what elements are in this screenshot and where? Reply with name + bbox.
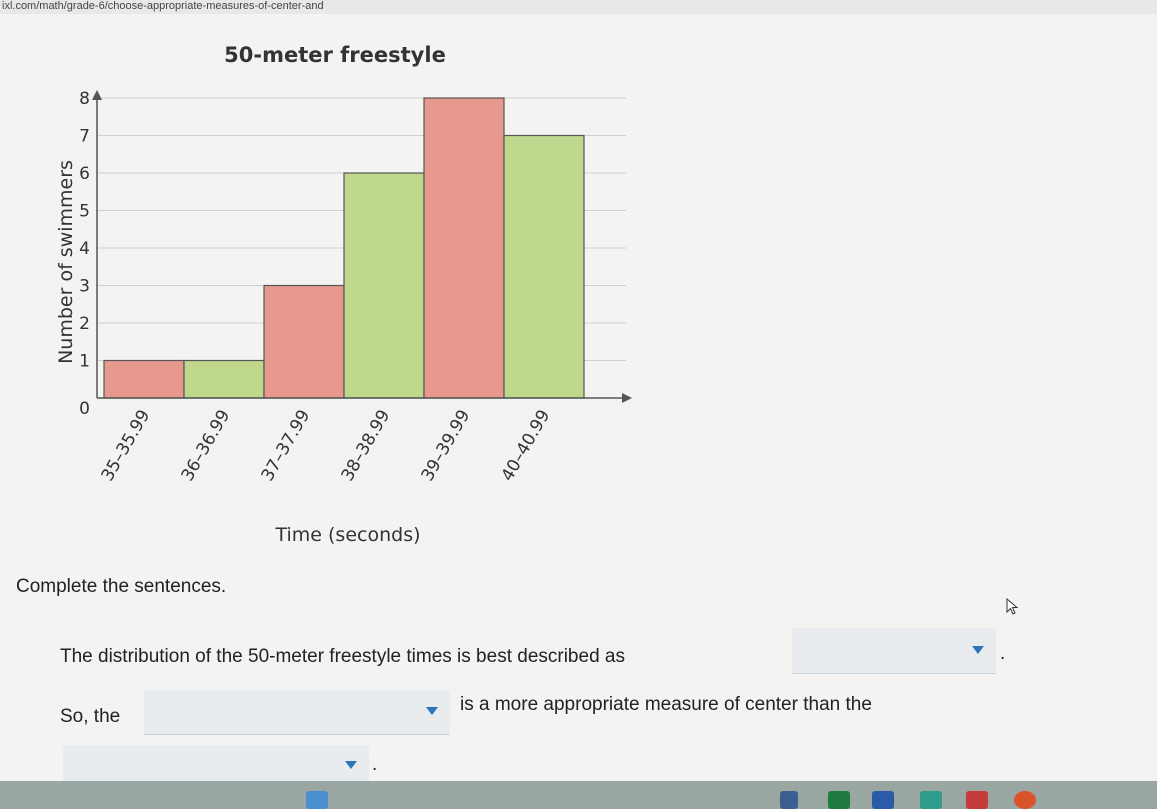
y-tick-label: 3 [79, 277, 90, 297]
x-tick-label: 40–40.99 [498, 407, 555, 485]
sentence2-start-text: So, the [60, 706, 121, 727]
histogram-bar [503, 134, 585, 399]
y-tick-label: 8 [79, 89, 90, 109]
x-axis-arrow [622, 393, 632, 403]
y-tick-label: 6 [79, 164, 90, 184]
word-icon[interactable] [872, 791, 894, 809]
histogram-bar [343, 172, 425, 399]
os-taskbar [0, 781, 1157, 809]
dropdown-arrow-icon [972, 645, 984, 654]
distribution-shape-dropdown[interactable] [792, 628, 996, 674]
sentence3-period: . [372, 754, 378, 775]
y-tick-label: 0 [79, 399, 90, 419]
histogram-chart: 50-meter freestyle 0 1 2 3 4 5 6 7 8 35–35.99 36–… [55, 43, 632, 546]
x-tick-label: 36–36.99 [178, 407, 235, 485]
y-tick-label: 4 [79, 239, 90, 259]
sentence2-end-text: is a more appropriate measure of center … [460, 694, 872, 715]
dropdown-arrow-icon [345, 761, 357, 769]
better-measure-dropdown[interactable] [144, 690, 450, 735]
taskbar-app-icon[interactable] [780, 791, 798, 809]
histogram-bar [263, 284, 345, 399]
excel-icon[interactable] [828, 791, 850, 809]
other-measure-dropdown[interactable] [63, 745, 369, 788]
taskbar-app-icon[interactable] [966, 791, 988, 809]
y-tick-label: 1 [79, 352, 90, 372]
instructions-text: Complete the sentences. [16, 576, 227, 597]
y-axis-arrow [92, 90, 102, 100]
chrome-icon[interactable] [1014, 791, 1036, 809]
y-tick-label: 2 [79, 314, 90, 334]
histogram-bar [423, 97, 505, 399]
x-tick-label: 35–35.99 [98, 407, 155, 485]
mouse-cursor-icon [1006, 598, 1019, 615]
y-tick-label: 7 [79, 127, 90, 147]
taskbar-app-icon[interactable] [306, 791, 328, 809]
histogram-bar [183, 359, 265, 399]
histogram-bar [103, 359, 185, 399]
sentence1-period: . [1000, 643, 1006, 664]
y-axis-label: Number of swimmers [55, 160, 77, 364]
y-tick-label: 5 [79, 202, 90, 222]
x-tick-label: 37–37.99 [258, 407, 315, 485]
x-tick-label: 39–39.99 [418, 407, 475, 485]
dropdown-arrow-icon [426, 707, 438, 715]
browser-url-bar[interactable]: ixl.com/math/grade-6/choose-appropriate-… [0, 0, 1157, 14]
sentence1-text: The distribution of the 50-meter freesty… [60, 646, 625, 667]
taskbar-app-icon[interactable] [920, 791, 942, 809]
x-tick-label: 38–38.99 [338, 407, 395, 485]
x-axis-label: Time (seconds) [274, 524, 420, 546]
chart-title: 50-meter freestyle [224, 43, 446, 67]
